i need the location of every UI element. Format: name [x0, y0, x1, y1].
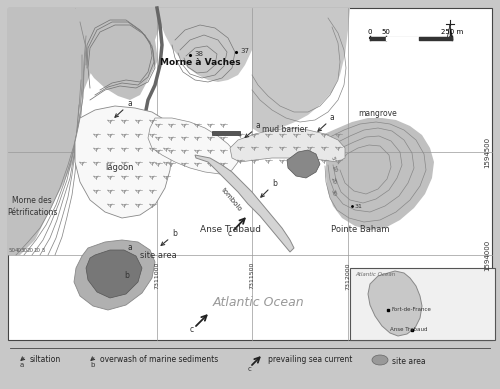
Polygon shape	[86, 250, 142, 298]
Text: mud barrier: mud barrier	[262, 125, 308, 134]
Text: a: a	[20, 362, 24, 368]
Text: Morne des
Pétrifications: Morne des Pétrifications	[7, 196, 57, 217]
Text: a: a	[127, 243, 132, 252]
Text: 30: 30	[20, 248, 28, 253]
Text: 5: 5	[330, 156, 336, 161]
Ellipse shape	[372, 355, 388, 365]
Text: 38: 38	[194, 51, 203, 57]
Text: prevailing sea current: prevailing sea current	[268, 355, 352, 364]
Text: 31: 31	[355, 204, 363, 209]
Polygon shape	[75, 106, 172, 218]
Text: Atlantic Ocean: Atlantic Ocean	[355, 272, 395, 277]
Bar	[350, 268, 495, 340]
Polygon shape	[8, 8, 162, 100]
Polygon shape	[252, 8, 350, 132]
Text: Pointe Baham: Pointe Baham	[331, 225, 389, 234]
Text: tombolo: tombolo	[220, 187, 244, 213]
Text: 250 m: 250 m	[441, 29, 463, 35]
Text: 7311000: 7311000	[154, 262, 160, 289]
Text: Anse Trabaud: Anse Trabaud	[390, 327, 428, 332]
Text: 50: 50	[382, 29, 390, 35]
Text: 1594500: 1594500	[484, 137, 490, 168]
Text: 40: 40	[14, 248, 21, 253]
Text: site area: site area	[140, 251, 177, 260]
Text: 20: 20	[330, 177, 337, 185]
Polygon shape	[148, 118, 238, 174]
Text: b: b	[90, 362, 94, 368]
Polygon shape	[74, 240, 155, 310]
Bar	[8, 8, 492, 340]
Text: b: b	[272, 179, 277, 188]
Polygon shape	[195, 155, 294, 252]
Text: 20: 20	[26, 248, 34, 253]
Text: Fort-de-France: Fort-de-France	[391, 307, 431, 312]
Polygon shape	[447, 24, 453, 40]
Text: 0: 0	[368, 29, 372, 35]
Text: 7312000: 7312000	[346, 262, 350, 289]
Bar	[212, 131, 240, 135]
Polygon shape	[310, 118, 434, 230]
Text: 10: 10	[34, 248, 40, 253]
Text: b: b	[124, 271, 129, 280]
Text: Anse Trabaud: Anse Trabaud	[200, 225, 260, 234]
Text: Atlantic Ocean: Atlantic Ocean	[212, 296, 304, 309]
Text: b: b	[172, 229, 177, 238]
Polygon shape	[157, 8, 252, 82]
Text: site area: site area	[392, 357, 426, 366]
Text: 5: 5	[41, 248, 45, 253]
Text: Morne à Vaches: Morne à Vaches	[160, 58, 240, 67]
Text: a: a	[256, 121, 261, 130]
Text: 7311500: 7311500	[250, 262, 254, 289]
Polygon shape	[8, 8, 92, 255]
Polygon shape	[368, 271, 422, 336]
Text: 1594000: 1594000	[484, 239, 490, 271]
Text: lagoon: lagoon	[106, 163, 134, 172]
Text: c: c	[190, 325, 194, 334]
Text: a: a	[330, 113, 335, 122]
Text: 37: 37	[240, 48, 249, 54]
Text: c: c	[228, 229, 232, 238]
Text: siltation: siltation	[30, 355, 61, 364]
Text: 50: 50	[8, 248, 16, 253]
Text: a: a	[127, 99, 132, 108]
Polygon shape	[230, 128, 345, 162]
Text: overwash of marine sediments: overwash of marine sediments	[100, 355, 218, 364]
Polygon shape	[287, 150, 320, 178]
Text: mangrove: mangrove	[358, 109, 397, 118]
Polygon shape	[447, 24, 450, 40]
Text: 10: 10	[330, 165, 337, 173]
Text: 30: 30	[330, 189, 337, 197]
Text: c: c	[248, 366, 252, 372]
